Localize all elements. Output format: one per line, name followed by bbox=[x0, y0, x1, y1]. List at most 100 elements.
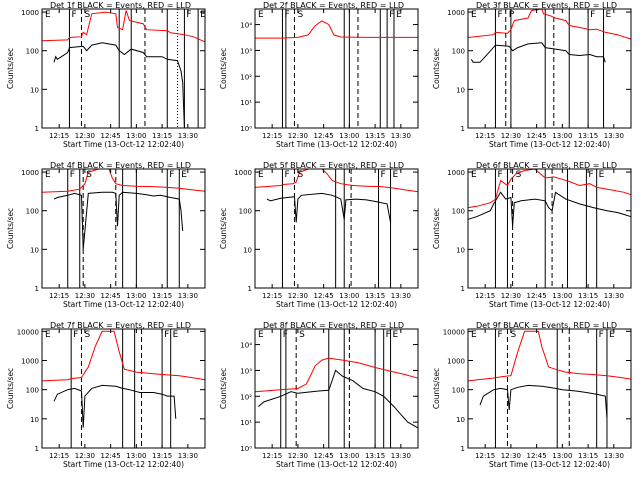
phase-marker: E bbox=[606, 10, 612, 20]
phase-marker: F bbox=[599, 330, 604, 340]
series-line-red bbox=[41, 10, 206, 43]
y-tick-label: 1 bbox=[461, 445, 465, 453]
y-tick-label: 10³ bbox=[240, 367, 252, 375]
y-tick-label: 10000 bbox=[17, 328, 39, 336]
x-tick-label: 12:30 bbox=[288, 132, 308, 140]
phase-marker: E bbox=[599, 170, 605, 180]
x-axis-label: Start Time (13-Oct-12 12:02:40) bbox=[63, 460, 184, 469]
y-tick-label: 1 bbox=[248, 285, 252, 293]
x-tick-label: 12:45 bbox=[101, 452, 121, 460]
x-tick-label: 13:15 bbox=[578, 452, 598, 460]
chart-panel-9: Det 9f BLACK = Events, RED = LLD 1 10 100 10… bbox=[432, 321, 632, 469]
x-tick-label: 13:00 bbox=[552, 292, 572, 300]
y-axis-label: Counts/sec bbox=[432, 48, 441, 89]
x-tick-label: 13:15 bbox=[578, 292, 598, 300]
phase-marker: F bbox=[73, 330, 78, 340]
plot-frame bbox=[467, 8, 632, 129]
phase-marker: E bbox=[258, 10, 264, 20]
chart-title: Det 2f BLACK = Events, RED = LLD bbox=[263, 1, 404, 10]
y-tick-label: 1000 bbox=[447, 357, 465, 365]
y-tick-label: 10³ bbox=[240, 47, 252, 55]
plot-frame bbox=[254, 168, 419, 289]
x-tick-label: 12:15 bbox=[49, 452, 69, 460]
x-axis-label: Start Time (13-Oct-12 12:02:40) bbox=[276, 140, 397, 149]
phase-marker: E bbox=[471, 10, 477, 20]
x-axis-label: Start Time (13-Oct-12 12:02:40) bbox=[489, 460, 610, 469]
x-axis-label: Start Time (13-Oct-12 12:02:40) bbox=[276, 300, 397, 309]
x-tick-label: 12:15 bbox=[262, 132, 282, 140]
x-tick-label: 13:00 bbox=[126, 132, 146, 140]
x-tick-label: 13:15 bbox=[152, 452, 172, 460]
y-axis-label: Counts/sec bbox=[6, 368, 15, 409]
series-line-red bbox=[255, 20, 418, 39]
y-tick-label: 100 bbox=[26, 387, 39, 395]
x-tick-label: 13:15 bbox=[365, 132, 385, 140]
phase-marker: F bbox=[588, 170, 593, 180]
phase-marker: E bbox=[200, 10, 206, 20]
y-tick-label: 10¹ bbox=[240, 419, 252, 427]
x-axis-label: Start Time (13-Oct-12 12:02:40) bbox=[489, 300, 610, 309]
plot-frame bbox=[41, 8, 206, 129]
phase-marker: F bbox=[497, 170, 502, 180]
x-tick-label: 13:00 bbox=[339, 452, 359, 460]
x-tick-label: 12:30 bbox=[501, 132, 521, 140]
y-tick-label: 10 bbox=[456, 416, 465, 424]
series-line-black bbox=[470, 42, 606, 63]
y-tick-label: 10 bbox=[30, 246, 39, 254]
x-tick-label: 13:00 bbox=[552, 132, 572, 140]
phase-marker: E bbox=[173, 330, 179, 340]
x-axis-label: Start Time (13-Oct-12 12:02:40) bbox=[63, 140, 184, 149]
y-tick-label: 10 bbox=[30, 86, 39, 94]
y-tick-label: 1 bbox=[461, 125, 465, 133]
y-tick-label: 1000 bbox=[21, 169, 39, 177]
phase-marker: F bbox=[186, 10, 191, 20]
phase-marker: F bbox=[389, 10, 394, 20]
series-line-black bbox=[266, 192, 391, 223]
series-line-red bbox=[467, 330, 632, 382]
series-line-red bbox=[254, 168, 419, 193]
y-axis-label: Counts/sec bbox=[6, 48, 15, 89]
y-tick-label: 100 bbox=[26, 48, 39, 56]
y-tick-label: 10 bbox=[456, 246, 465, 254]
series-line-red bbox=[467, 168, 632, 209]
x-tick-label: 13:30 bbox=[604, 292, 624, 300]
y-tick-label: 10 bbox=[456, 86, 465, 94]
y-axis-label: Counts/sec bbox=[219, 368, 228, 409]
series-line-red bbox=[254, 357, 419, 393]
series-line-black bbox=[53, 42, 185, 129]
x-tick-label: 12:15 bbox=[475, 132, 495, 140]
y-tick-label: 100 bbox=[452, 387, 465, 395]
plot-frame bbox=[467, 328, 632, 449]
x-tick-label: 13:00 bbox=[552, 452, 572, 460]
chart-panel-8: Det 8f BLACK = Events, RED = LLD 10⁰ 10¹ 10… bbox=[219, 321, 419, 469]
x-tick-label: 12:15 bbox=[49, 292, 69, 300]
phase-marker: F bbox=[283, 330, 288, 340]
y-tick-label: 1000 bbox=[21, 9, 39, 17]
chart-panel-2: Det 2f BLACK = Events, RED = LLD 10⁰ 10¹ 10… bbox=[219, 1, 419, 149]
y-tick-label: 10⁰ bbox=[240, 445, 252, 453]
phase-marker: F bbox=[164, 330, 169, 340]
phase-marker: E bbox=[393, 170, 399, 180]
x-tick-label: 13:00 bbox=[126, 452, 146, 460]
x-tick-label: 12:45 bbox=[314, 132, 334, 140]
x-tick-label: 12:30 bbox=[75, 452, 95, 460]
x-tick-label: 12:45 bbox=[101, 292, 121, 300]
chart-title: Det 9f BLACK = Events, RED = LLD bbox=[476, 321, 617, 330]
phase-marker: E bbox=[471, 330, 477, 340]
y-axis-label: Counts/sec bbox=[432, 368, 441, 409]
phase-marker: S bbox=[297, 170, 303, 180]
x-tick-label: 13:00 bbox=[339, 292, 359, 300]
x-tick-label: 13:30 bbox=[178, 452, 198, 460]
x-tick-label: 13:15 bbox=[365, 292, 385, 300]
x-tick-label: 12:15 bbox=[262, 292, 282, 300]
y-tick-label: 10² bbox=[240, 73, 252, 81]
y-tick-label: 10⁴ bbox=[240, 22, 252, 30]
phase-marker: E bbox=[471, 170, 477, 180]
x-tick-label: 13:30 bbox=[391, 452, 411, 460]
series-line-red bbox=[41, 330, 206, 382]
x-tick-label: 12:45 bbox=[527, 292, 547, 300]
chart-title: Det 3f BLACK = Events, RED = LLD bbox=[476, 1, 617, 10]
y-tick-label: 1000 bbox=[447, 169, 465, 177]
